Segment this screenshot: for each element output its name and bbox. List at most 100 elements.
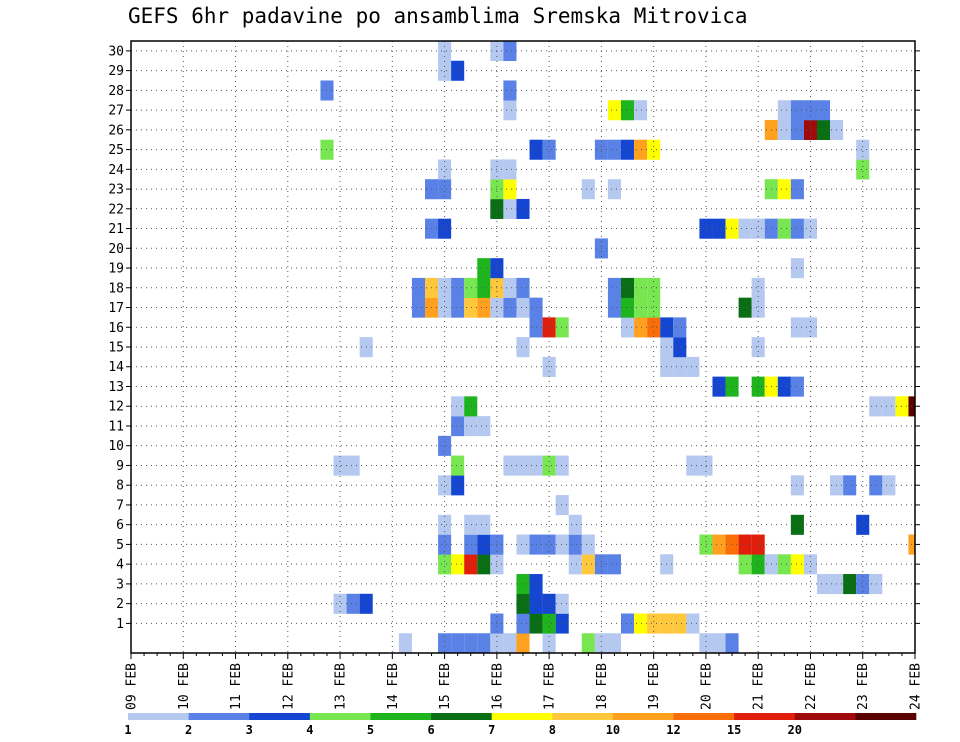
colorbar-swatch-8 bbox=[552, 713, 614, 720]
x-tick-label-11: 20 FEB bbox=[699, 663, 714, 710]
cell-m4-t24 bbox=[438, 554, 452, 575]
colorbar-label-5: 5 bbox=[367, 723, 374, 737]
cell-m4-t51 bbox=[790, 554, 804, 575]
y-tick-label-11: 11 bbox=[108, 419, 124, 434]
cell-m4-t27 bbox=[477, 554, 491, 575]
x-tick-label-8: 17 FEB bbox=[543, 663, 558, 710]
cell-m5-t33 bbox=[555, 534, 569, 555]
cell-m18-t40 bbox=[647, 277, 661, 298]
cell-m16-t39 bbox=[634, 317, 648, 338]
cell-m24-t29 bbox=[503, 159, 517, 180]
colorbar-label-7: 7 bbox=[488, 723, 495, 737]
colorbar-label-1: 1 bbox=[124, 723, 131, 737]
x-axis: 09 FEB 10 FEB 11 FEB 12 FEB 13 FEB 14 FEB 15 F… bbox=[125, 653, 924, 710]
cell-m17-t27 bbox=[477, 297, 491, 318]
cell-m6-t34 bbox=[568, 514, 582, 535]
cell-m0-t30 bbox=[516, 633, 530, 654]
cell-m15-t42 bbox=[673, 337, 687, 358]
colorbar-swatch-3 bbox=[249, 713, 311, 720]
colorbar-swatch-13 bbox=[855, 713, 917, 720]
cell-m4-t48 bbox=[751, 554, 765, 575]
cell-m23-t37 bbox=[607, 179, 621, 200]
cell-m2-t32 bbox=[542, 593, 556, 614]
cell-m2-t33 bbox=[555, 593, 569, 614]
cell-m2-t30 bbox=[516, 593, 530, 614]
cell-m23-t29 bbox=[503, 179, 517, 200]
cell-m17-t37 bbox=[607, 297, 621, 318]
cell-m28-t29 bbox=[503, 80, 517, 101]
cell-m9-t16 bbox=[333, 455, 347, 476]
cell-m21-t47 bbox=[738, 218, 752, 239]
y-tick-label-10: 10 bbox=[108, 439, 124, 454]
cell-m1-t38 bbox=[621, 613, 635, 634]
cell-m4-t52 bbox=[803, 554, 817, 575]
colorbar-swatch-11 bbox=[734, 713, 796, 720]
cell-m3-t53 bbox=[817, 574, 831, 595]
y-tick-label-17: 17 bbox=[108, 301, 124, 316]
y-tick-label-7: 7 bbox=[116, 498, 124, 513]
cell-m21-t50 bbox=[777, 218, 791, 239]
cell-m0-t37 bbox=[607, 633, 621, 654]
cell-m6-t51 bbox=[790, 514, 804, 535]
cell-m17-t26 bbox=[464, 297, 478, 318]
cell-m0-t27 bbox=[477, 633, 491, 654]
cell-m11-t27 bbox=[477, 416, 491, 437]
cell-m0-t45 bbox=[712, 633, 726, 654]
y-tick-label-21: 21 bbox=[108, 222, 124, 237]
cell-m12-t26 bbox=[464, 396, 478, 417]
cell-m17-t22 bbox=[411, 297, 425, 318]
cell-m21-t45 bbox=[712, 218, 726, 239]
y-tick-label-28: 28 bbox=[108, 84, 124, 99]
cell-m5-t30 bbox=[516, 534, 530, 555]
cell-m18-t22 bbox=[411, 277, 425, 298]
cell-m23-t24 bbox=[438, 179, 452, 200]
colorbar-swatch-2 bbox=[188, 713, 250, 720]
grid-lines bbox=[131, 41, 915, 653]
colorbar-label-10: 10 bbox=[606, 723, 620, 737]
x-tick-label-1: 10 FEB bbox=[177, 663, 192, 710]
cell-m16-t51 bbox=[790, 317, 804, 338]
cell-m10-t24 bbox=[438, 435, 452, 456]
cell-m5-t34 bbox=[568, 534, 582, 555]
cell-m21-t48 bbox=[751, 218, 765, 239]
cell-m23-t35 bbox=[581, 179, 595, 200]
cell-m7-t33 bbox=[555, 495, 569, 516]
cell-m9-t32 bbox=[542, 455, 556, 476]
cell-m4-t50 bbox=[777, 554, 791, 575]
cell-m21-t52 bbox=[803, 218, 817, 239]
cell-m12-t57 bbox=[869, 396, 883, 417]
cell-m0-t26 bbox=[464, 633, 478, 654]
cell-m9-t29 bbox=[503, 455, 517, 476]
cell-m11-t26 bbox=[464, 416, 478, 437]
cell-m26-t53 bbox=[817, 119, 831, 141]
cell-m27-t29 bbox=[503, 100, 517, 121]
cell-m27-t37 bbox=[607, 100, 621, 121]
cell-m25-t39 bbox=[634, 139, 648, 160]
cell-m5-t24 bbox=[438, 534, 452, 555]
colorbar-label-20: 20 bbox=[788, 723, 802, 737]
cell-m18-t48 bbox=[751, 277, 765, 298]
x-tick-label-9: 18 FEB bbox=[595, 663, 610, 710]
cell-m21-t44 bbox=[699, 218, 713, 239]
cell-m26-t51 bbox=[790, 119, 804, 141]
cell-m16-t33 bbox=[555, 317, 569, 338]
cell-m5-t26 bbox=[464, 534, 478, 555]
y-tick-label-18: 18 bbox=[108, 281, 124, 296]
cell-m17-t30 bbox=[516, 297, 530, 318]
cell-m27-t51 bbox=[790, 100, 804, 121]
cell-m16-t40 bbox=[647, 317, 661, 338]
cell-m13-t46 bbox=[725, 376, 739, 397]
cell-m1-t32 bbox=[542, 613, 556, 634]
heatmap-cells bbox=[320, 41, 915, 654]
cell-m17-t38 bbox=[621, 297, 635, 318]
cell-m9-t30 bbox=[516, 455, 530, 476]
colorbar-label-4: 4 bbox=[306, 723, 313, 737]
colorbar-label-6: 6 bbox=[427, 723, 434, 737]
cell-m6-t56 bbox=[856, 514, 870, 535]
cell-m0-t21 bbox=[398, 633, 412, 654]
cell-m2-t17 bbox=[346, 593, 360, 614]
cell-m9-t17 bbox=[346, 455, 360, 476]
cell-m25-t56 bbox=[856, 139, 870, 160]
colorbar-label-15: 15 bbox=[727, 723, 741, 737]
cell-m18-t30 bbox=[516, 277, 530, 298]
